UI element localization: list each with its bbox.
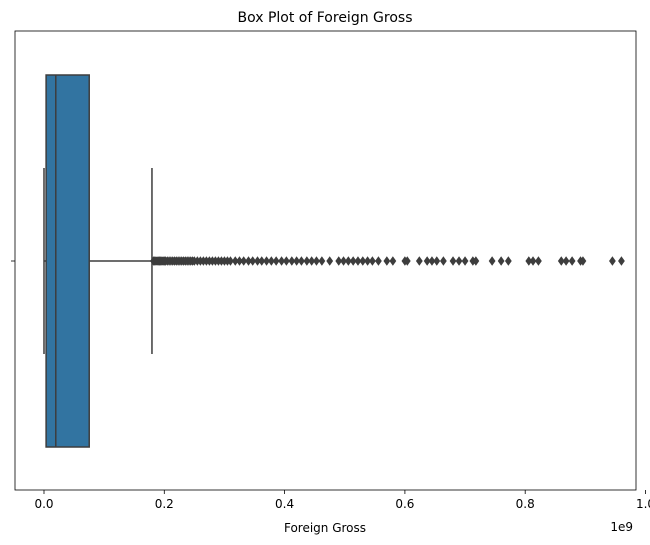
outlier-point <box>227 256 234 266</box>
outlier-point <box>303 256 311 266</box>
chart-title: Box Plot of Foreign Gross <box>238 10 413 26</box>
outlier-point <box>472 256 480 266</box>
outlier-point <box>428 256 436 266</box>
outlier-point <box>535 256 542 266</box>
outlier-point <box>618 256 625 266</box>
outlier-point <box>272 256 280 266</box>
outlier-point <box>288 256 296 266</box>
x-tick-label: 0.6 <box>395 497 414 511</box>
axes-frame <box>14 30 637 491</box>
plot-area <box>43 74 625 448</box>
outlier-point <box>335 256 343 266</box>
outlier-point <box>557 256 565 266</box>
x-axis-label: Foreign Gross <box>284 521 366 535</box>
x-axis-offset-text: 1e9 <box>610 520 633 534</box>
outlier-point <box>423 256 431 266</box>
outlier-point <box>455 256 463 266</box>
outlier-point <box>283 256 290 266</box>
outlier-point <box>267 256 275 266</box>
outlier-point <box>440 256 447 266</box>
outlier-point <box>249 256 257 266</box>
outlier-point <box>313 256 320 266</box>
x-tick-label: 0.0 <box>34 497 53 511</box>
outlier-point <box>340 256 347 266</box>
outlier-point <box>326 256 334 266</box>
outlier-point <box>504 256 512 266</box>
outlier-point <box>298 256 305 266</box>
outlier-point <box>488 256 496 266</box>
x-tick-label: 0.8 <box>516 497 535 511</box>
x-tick-label: 0.4 <box>275 497 294 511</box>
outlier-point <box>344 256 352 266</box>
outlier-point <box>433 256 441 266</box>
x-tick-label: 0.2 <box>155 497 174 511</box>
outlier-point <box>497 256 505 266</box>
outlier-point <box>364 256 371 266</box>
outlier-point <box>258 256 266 266</box>
outlier-point <box>375 256 382 266</box>
outlier-point <box>529 256 537 266</box>
x-axis: 0.0 0.2 0.4 0.6 0.8 1.0 <box>34 490 650 511</box>
outlier-point <box>359 256 367 266</box>
outlier-point <box>415 256 423 266</box>
outlier-point <box>354 256 362 266</box>
outlier-point <box>263 256 270 266</box>
outlier-point <box>369 256 376 266</box>
outlier-point <box>562 256 570 266</box>
outlier-point <box>278 256 285 266</box>
outlier-point <box>389 256 397 266</box>
outlier-point <box>568 256 576 266</box>
iqr-box <box>45 74 90 448</box>
outlier-point <box>318 256 326 266</box>
outlier-point <box>349 256 357 266</box>
outlier-point <box>461 256 469 266</box>
outlier-point <box>579 256 587 266</box>
outlier-point <box>403 256 411 266</box>
outlier-point <box>383 256 391 266</box>
x-tick-label: 1.0 <box>636 497 650 511</box>
outlier-point <box>449 256 457 266</box>
outlier-point <box>308 256 316 266</box>
outlier-point <box>293 256 301 266</box>
outlier-point <box>240 256 248 266</box>
outlier-point <box>609 256 616 266</box>
